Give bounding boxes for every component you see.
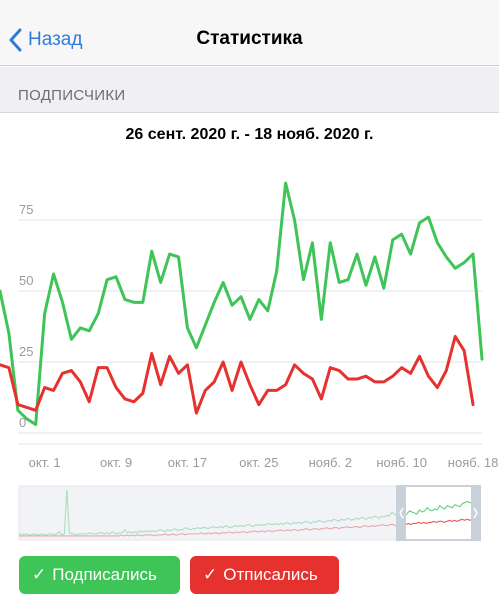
overview-unselected-area [19,486,398,540]
x-tick-label: нояб. 18 [448,455,499,470]
checkmark-icon: ✓ [32,565,47,584]
x-tick-label: нояб. 10 [376,455,427,470]
subscribed-toggle-label: Подписались [52,565,157,584]
x-tick-label: окт. 17 [168,455,207,470]
subscribers-line-chart: 0 25 50 75 окт. 1 окт. 9 окт. 17 окт. 25 нояб. 2… [0,181,499,470]
back-button-label: Назад [28,29,83,50]
overview-left-handle[interactable] [397,486,407,540]
series-toggle-group: ✓ Подписались ✓ Отписались [19,556,339,594]
overview-range-chart[interactable] [0,482,499,544]
x-tick-label: нояб. 2 [309,455,352,470]
y-tick-label: 50 [19,273,33,288]
x-tick-label: окт. 9 [100,455,132,470]
section-header: ПОДПИСЧИКИ [0,67,499,113]
section-header-label: ПОДПИСЧИКИ [18,87,126,104]
chevron-left-icon [9,28,22,52]
chart-date-range: 26 сент. 2020 г. - 18 нояб. 2020 г. [125,126,374,143]
y-tick-label: 0 [19,415,26,430]
page-title: Статистика [196,28,303,49]
series-line [0,334,475,415]
handle-chevron-icon [399,507,404,519]
unsubscribed-toggle-button[interactable]: ✓ Отписались [190,556,339,594]
x-tick-label: окт. 25 [239,455,278,470]
checkmark-icon: ✓ [203,565,218,584]
handle-chevron-icon [473,507,478,519]
series-line [0,181,484,426]
overview-right-handle[interactable] [471,486,480,540]
y-tick-label: 75 [19,202,33,217]
unsubscribed-toggle-label: Отписались [223,565,318,584]
x-tick-label: окт. 1 [29,455,61,470]
subscribed-toggle-button[interactable]: ✓ Подписались [19,556,180,594]
navigation-bar: Назад Статистика [0,0,499,66]
back-button[interactable]: Назад [8,24,82,56]
y-tick-label: 25 [19,344,33,359]
